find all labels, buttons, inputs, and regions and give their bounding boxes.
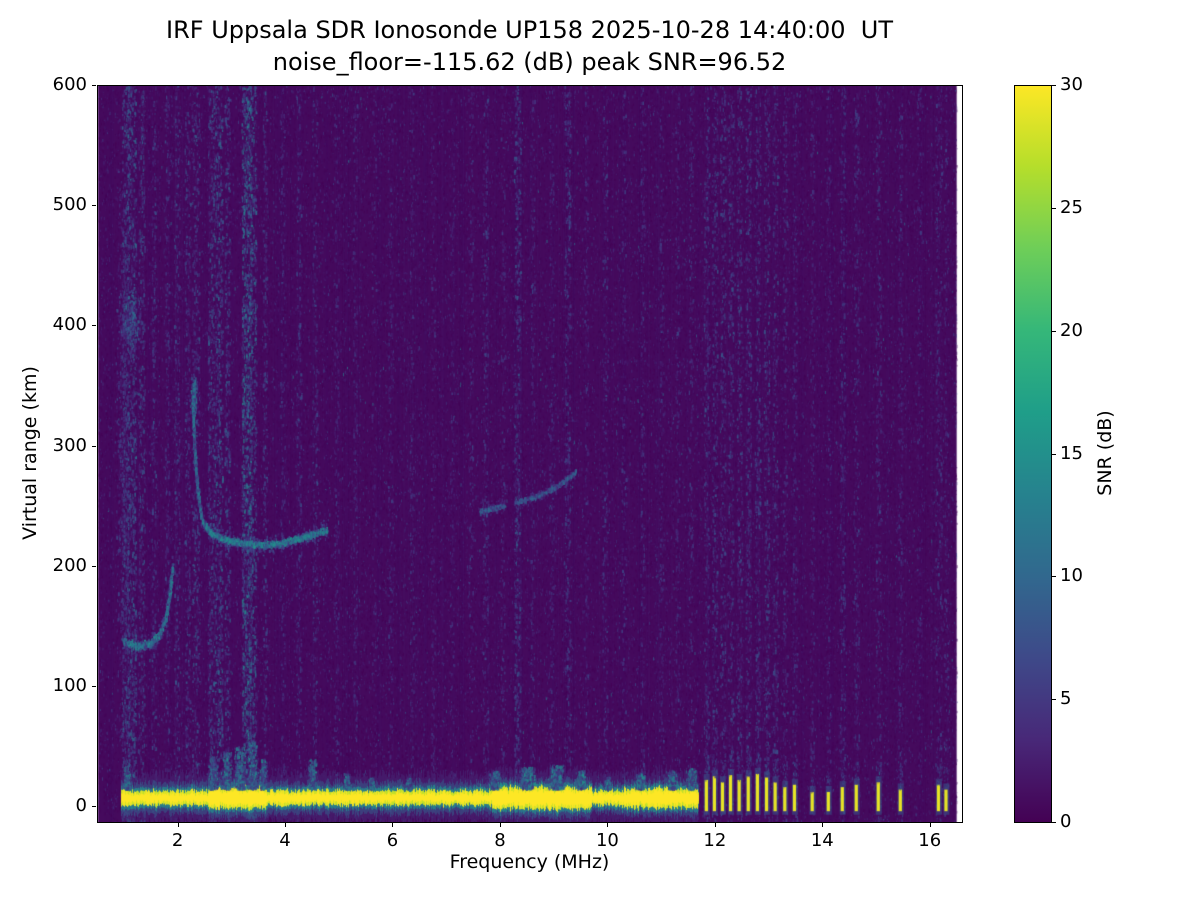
x-tick-mark — [822, 823, 824, 827]
y-tick-label: 600 — [52, 74, 87, 95]
x-tick-mark — [929, 823, 931, 827]
colorbar-tick-mark — [1052, 576, 1056, 578]
ionogram-heatmap-canvas — [97, 85, 962, 822]
plot-subtitle: noise_floor=-115.62 (dB) peak SNR=96.52 — [272, 48, 787, 76]
x-tick-mark — [714, 823, 716, 827]
x-tick-mark — [392, 823, 394, 827]
y-tick-mark — [92, 686, 96, 688]
y-tick-mark — [92, 565, 96, 567]
colorbar-tick-mark — [1052, 330, 1056, 332]
x-tick-label: 10 — [595, 830, 619, 851]
x-tick-mark — [285, 823, 287, 827]
colorbar-tick-label: 15 — [1060, 442, 1083, 464]
colorbar-tick-mark — [1052, 822, 1056, 823]
y-tick-label: 100 — [52, 675, 87, 697]
plot-title: IRF Uppsala SDR Ionosonde UP158 2025-10-… — [166, 16, 893, 44]
y-tick-mark — [92, 806, 96, 808]
y-tick-mark — [92, 85, 96, 86]
x-tick-label: 2 — [171, 830, 184, 851]
colorbar-tick-label: 0 — [1060, 811, 1072, 832]
colorbar-tick-label: 10 — [1060, 565, 1083, 587]
colorbar-tick-label: 25 — [1060, 196, 1083, 218]
x-tick-label: 6 — [386, 830, 399, 851]
x-tick-label: 12 — [703, 830, 727, 851]
colorbar-tick-label: 5 — [1060, 688, 1072, 710]
x-tick-mark — [607, 823, 609, 827]
x-tick-label: 14 — [810, 830, 834, 851]
x-tick-label: 4 — [279, 830, 291, 851]
y-tick-mark — [92, 445, 96, 447]
colorbar-tick-label: 20 — [1060, 319, 1083, 341]
y-tick-label: 500 — [52, 194, 87, 216]
colorbar-tick-label: 30 — [1060, 74, 1083, 95]
x-tick-mark — [177, 823, 179, 827]
y-tick-label: 200 — [52, 554, 87, 576]
y-tick-mark — [92, 205, 96, 207]
y-tick-label: 400 — [52, 314, 87, 336]
colorbar-gradient — [1014, 85, 1051, 822]
x-tick-label: 8 — [494, 830, 506, 851]
y-tick-label: 300 — [52, 434, 87, 456]
x-tick-label: 16 — [918, 830, 942, 851]
x-axis-label: Frequency (MHz) — [449, 851, 610, 873]
y-tick-label: 0 — [75, 795, 87, 817]
colorbar-tick-mark — [1052, 207, 1056, 209]
x-tick-mark — [499, 823, 501, 827]
colorbar-tick-mark — [1052, 453, 1056, 455]
y-tick-mark — [92, 325, 96, 327]
colorbar-tick-mark — [1052, 85, 1056, 86]
colorbar-tick-mark — [1052, 699, 1056, 701]
